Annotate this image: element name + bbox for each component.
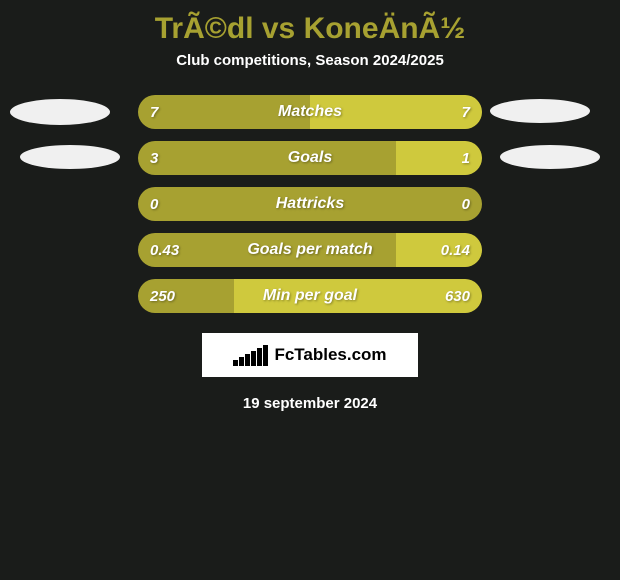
stat-bar: 31Goals [138,141,482,175]
stat-label: Goals [138,141,482,175]
right-team-logo-icon [500,145,600,169]
stat-bar: 0.430.14Goals per match [138,233,482,267]
logo-bar-icon [233,345,268,366]
left-team-logo-icon [10,99,110,125]
stat-bar: 250630Min per goal [138,279,482,313]
date-text: 19 september 2024 [0,377,620,412]
stat-label: Min per goal [138,279,482,313]
stat-bar: 00Hattricks [138,187,482,221]
left-team-logo-icon [20,145,120,169]
stat-row: 77Matches [0,95,620,141]
stat-row: 0.430.14Goals per match [0,233,620,279]
stat-label: Matches [138,95,482,129]
right-team-logo-icon [490,99,590,123]
subtitle: Club competitions, Season 2024/2025 [0,52,620,95]
logo-text: FcTables.com [274,345,386,365]
logo-box: FcTables.com [202,333,418,377]
page-title: TrÃ©dl vs KoneÄnÃ½ [0,0,620,52]
stat-bar: 77Matches [138,95,482,129]
stat-label: Goals per match [138,233,482,267]
stat-row: 31Goals [0,141,620,187]
stat-row: 00Hattricks [0,187,620,233]
stat-label: Hattricks [138,187,482,221]
stats-container: 77Matches 31Goals 00Hattricks 0.430.14Goals… [0,95,620,325]
stat-row: 250630Min per goal [0,279,620,325]
